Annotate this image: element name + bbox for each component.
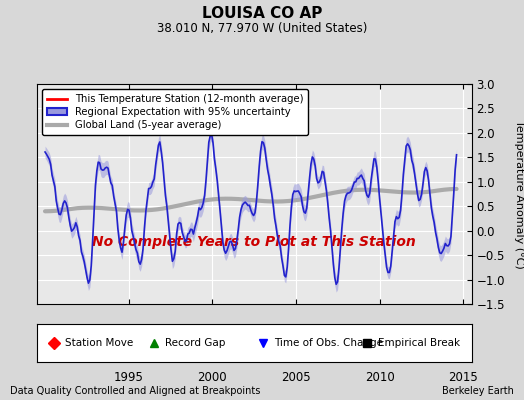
Text: Record Gap: Record Gap [165,338,225,348]
Text: LOUISA CO AP: LOUISA CO AP [202,6,322,21]
Text: Berkeley Earth: Berkeley Earth [442,386,514,396]
Text: 2000: 2000 [198,371,227,384]
Text: 2005: 2005 [281,371,311,384]
Text: Empirical Break: Empirical Break [378,338,460,348]
Text: 1995: 1995 [114,371,144,384]
Text: Station Move: Station Move [65,338,133,348]
Text: Data Quality Controlled and Aligned at Breakpoints: Data Quality Controlled and Aligned at B… [10,386,261,396]
Text: Time of Obs. Change: Time of Obs. Change [274,338,383,348]
Text: 38.010 N, 77.970 W (United States): 38.010 N, 77.970 W (United States) [157,22,367,35]
Text: 2010: 2010 [365,371,395,384]
Y-axis label: Temperature Anomaly (°C): Temperature Anomaly (°C) [515,120,524,268]
Legend: This Temperature Station (12-month average), Regional Expectation with 95% uncer: This Temperature Station (12-month avera… [42,89,308,135]
Text: No Complete Years to Plot at This Station: No Complete Years to Plot at This Statio… [92,235,416,250]
Text: 2015: 2015 [449,371,478,384]
